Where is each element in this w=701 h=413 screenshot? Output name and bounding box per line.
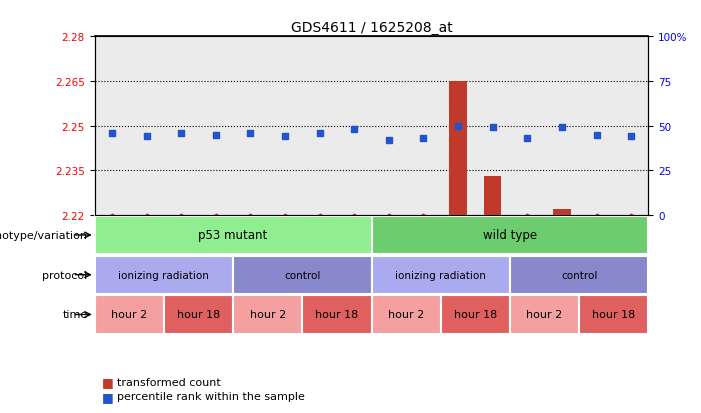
Point (383, 138, 395, 144)
Point (522, 135, 533, 142)
Bar (95, 256, 233, 294)
Point (245, 130, 256, 137)
Text: ionizing radiation: ionizing radiation (118, 270, 210, 280)
Bar (372, 256, 510, 294)
Bar (95, 216, 372, 254)
Bar (164, 296, 233, 334)
Bar (372, 216, 648, 254)
Text: control: control (284, 270, 320, 280)
Point (107, 130, 118, 137)
Bar (484, 177, 501, 216)
Point (141, 134, 152, 140)
Text: hour 18: hour 18 (592, 310, 635, 320)
Bar (579, 296, 648, 334)
Point (210, 132, 222, 139)
Bar (449, 82, 467, 216)
Text: ionizing radiation: ionizing radiation (395, 270, 486, 280)
Text: percentile rank within the sample: percentile rank within the sample (117, 392, 305, 401)
Text: hour 2: hour 2 (250, 310, 286, 320)
Point (452, 123, 463, 130)
Text: transformed count: transformed count (117, 377, 221, 387)
Bar (233, 256, 372, 294)
Title: GDS4611 / 1625208_at: GDS4611 / 1625208_at (291, 21, 452, 35)
Point (348, 127, 360, 133)
Point (487, 125, 498, 131)
Text: protocol: protocol (42, 270, 88, 280)
Text: hour 2: hour 2 (388, 310, 424, 320)
Point (557, 125, 568, 131)
Bar (441, 296, 510, 334)
Point (280, 134, 291, 140)
Text: genotype/variation: genotype/variation (0, 230, 88, 240)
Text: hour 18: hour 18 (454, 310, 497, 320)
Point (591, 132, 602, 139)
Text: wild type: wild type (483, 229, 537, 242)
Bar (510, 296, 579, 334)
Text: control: control (561, 270, 597, 280)
Text: hour 18: hour 18 (177, 310, 220, 320)
Bar (233, 296, 302, 334)
Text: p53 mutant: p53 mutant (198, 229, 268, 242)
Point (625, 134, 637, 140)
Bar (372, 296, 441, 334)
Point (175, 130, 186, 137)
Bar (553, 210, 571, 216)
Text: hour 2: hour 2 (526, 310, 563, 320)
Text: hour 2: hour 2 (111, 310, 147, 320)
Point (418, 135, 429, 142)
Bar (95, 296, 164, 334)
Text: ■: ■ (102, 375, 114, 389)
Text: ■: ■ (102, 390, 114, 403)
Text: hour 18: hour 18 (315, 310, 358, 320)
Point (314, 130, 325, 137)
Bar (302, 296, 372, 334)
Text: time: time (62, 310, 88, 320)
Bar (510, 256, 648, 294)
